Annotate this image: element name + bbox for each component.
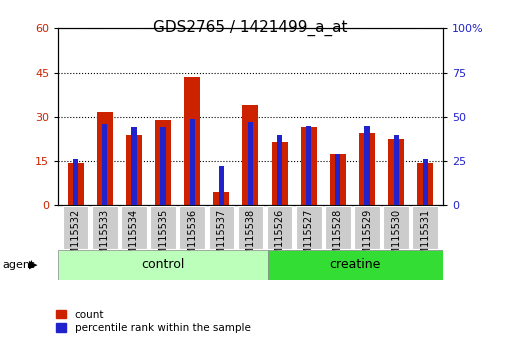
FancyBboxPatch shape <box>354 206 379 249</box>
Bar <box>306 126 311 205</box>
FancyBboxPatch shape <box>237 206 263 249</box>
Bar <box>393 135 398 205</box>
FancyBboxPatch shape <box>179 206 205 249</box>
Text: GSM115529: GSM115529 <box>361 209 371 268</box>
Text: GDS2765 / 1421499_a_at: GDS2765 / 1421499_a_at <box>153 19 347 36</box>
Bar <box>271 142 287 205</box>
Bar <box>189 119 194 205</box>
Bar <box>329 154 345 205</box>
Text: GSM115533: GSM115533 <box>99 209 110 268</box>
FancyBboxPatch shape <box>383 206 408 249</box>
Bar <box>68 162 83 205</box>
Text: control: control <box>141 258 184 271</box>
Bar <box>160 127 165 205</box>
Bar <box>422 159 427 205</box>
Bar <box>364 126 369 205</box>
Text: GSM115532: GSM115532 <box>71 209 80 268</box>
Bar <box>213 192 229 205</box>
Bar <box>126 135 142 205</box>
Text: agent: agent <box>3 259 35 270</box>
Text: GSM115537: GSM115537 <box>216 209 226 268</box>
Text: GSM115527: GSM115527 <box>303 209 313 268</box>
Bar <box>155 120 171 205</box>
Bar <box>335 154 340 205</box>
Text: GSM115531: GSM115531 <box>420 209 429 268</box>
Bar <box>218 166 224 205</box>
Bar <box>247 122 252 205</box>
Text: GSM115528: GSM115528 <box>332 209 342 268</box>
FancyBboxPatch shape <box>412 206 437 249</box>
FancyBboxPatch shape <box>63 206 88 249</box>
Text: GSM115535: GSM115535 <box>158 209 168 268</box>
Text: GSM115530: GSM115530 <box>390 209 400 268</box>
Bar <box>358 133 374 205</box>
FancyBboxPatch shape <box>268 250 442 280</box>
FancyBboxPatch shape <box>295 206 321 249</box>
Legend: count, percentile rank within the sample: count, percentile rank within the sample <box>56 310 250 333</box>
Bar <box>184 77 200 205</box>
Text: GSM115536: GSM115536 <box>187 209 197 268</box>
Bar <box>300 127 316 205</box>
Bar <box>131 127 136 205</box>
Text: GSM115534: GSM115534 <box>129 209 139 268</box>
Bar <box>73 159 78 205</box>
FancyBboxPatch shape <box>121 206 146 249</box>
Text: creatine: creatine <box>329 258 380 271</box>
FancyBboxPatch shape <box>266 206 292 249</box>
Text: GSM115526: GSM115526 <box>274 209 284 268</box>
Text: ▶: ▶ <box>29 259 38 270</box>
Text: GSM115538: GSM115538 <box>245 209 255 268</box>
FancyBboxPatch shape <box>150 206 176 249</box>
FancyBboxPatch shape <box>324 206 350 249</box>
Bar <box>96 113 113 205</box>
FancyBboxPatch shape <box>208 206 234 249</box>
Bar <box>387 139 403 205</box>
Bar <box>276 135 282 205</box>
FancyBboxPatch shape <box>58 250 268 280</box>
Bar <box>417 162 432 205</box>
Bar <box>242 105 258 205</box>
Bar <box>102 124 107 205</box>
FancyBboxPatch shape <box>92 206 117 249</box>
